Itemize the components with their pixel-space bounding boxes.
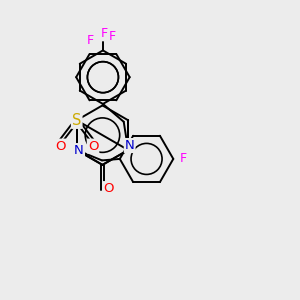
- Text: F: F: [87, 34, 94, 46]
- Text: S: S: [72, 113, 81, 128]
- Text: O: O: [88, 140, 98, 153]
- Text: N: N: [125, 139, 134, 152]
- Text: N: N: [74, 144, 84, 157]
- Text: F: F: [101, 27, 108, 40]
- Text: O: O: [103, 182, 114, 195]
- Text: F: F: [109, 30, 116, 43]
- Text: F: F: [179, 152, 186, 165]
- Text: O: O: [55, 140, 66, 153]
